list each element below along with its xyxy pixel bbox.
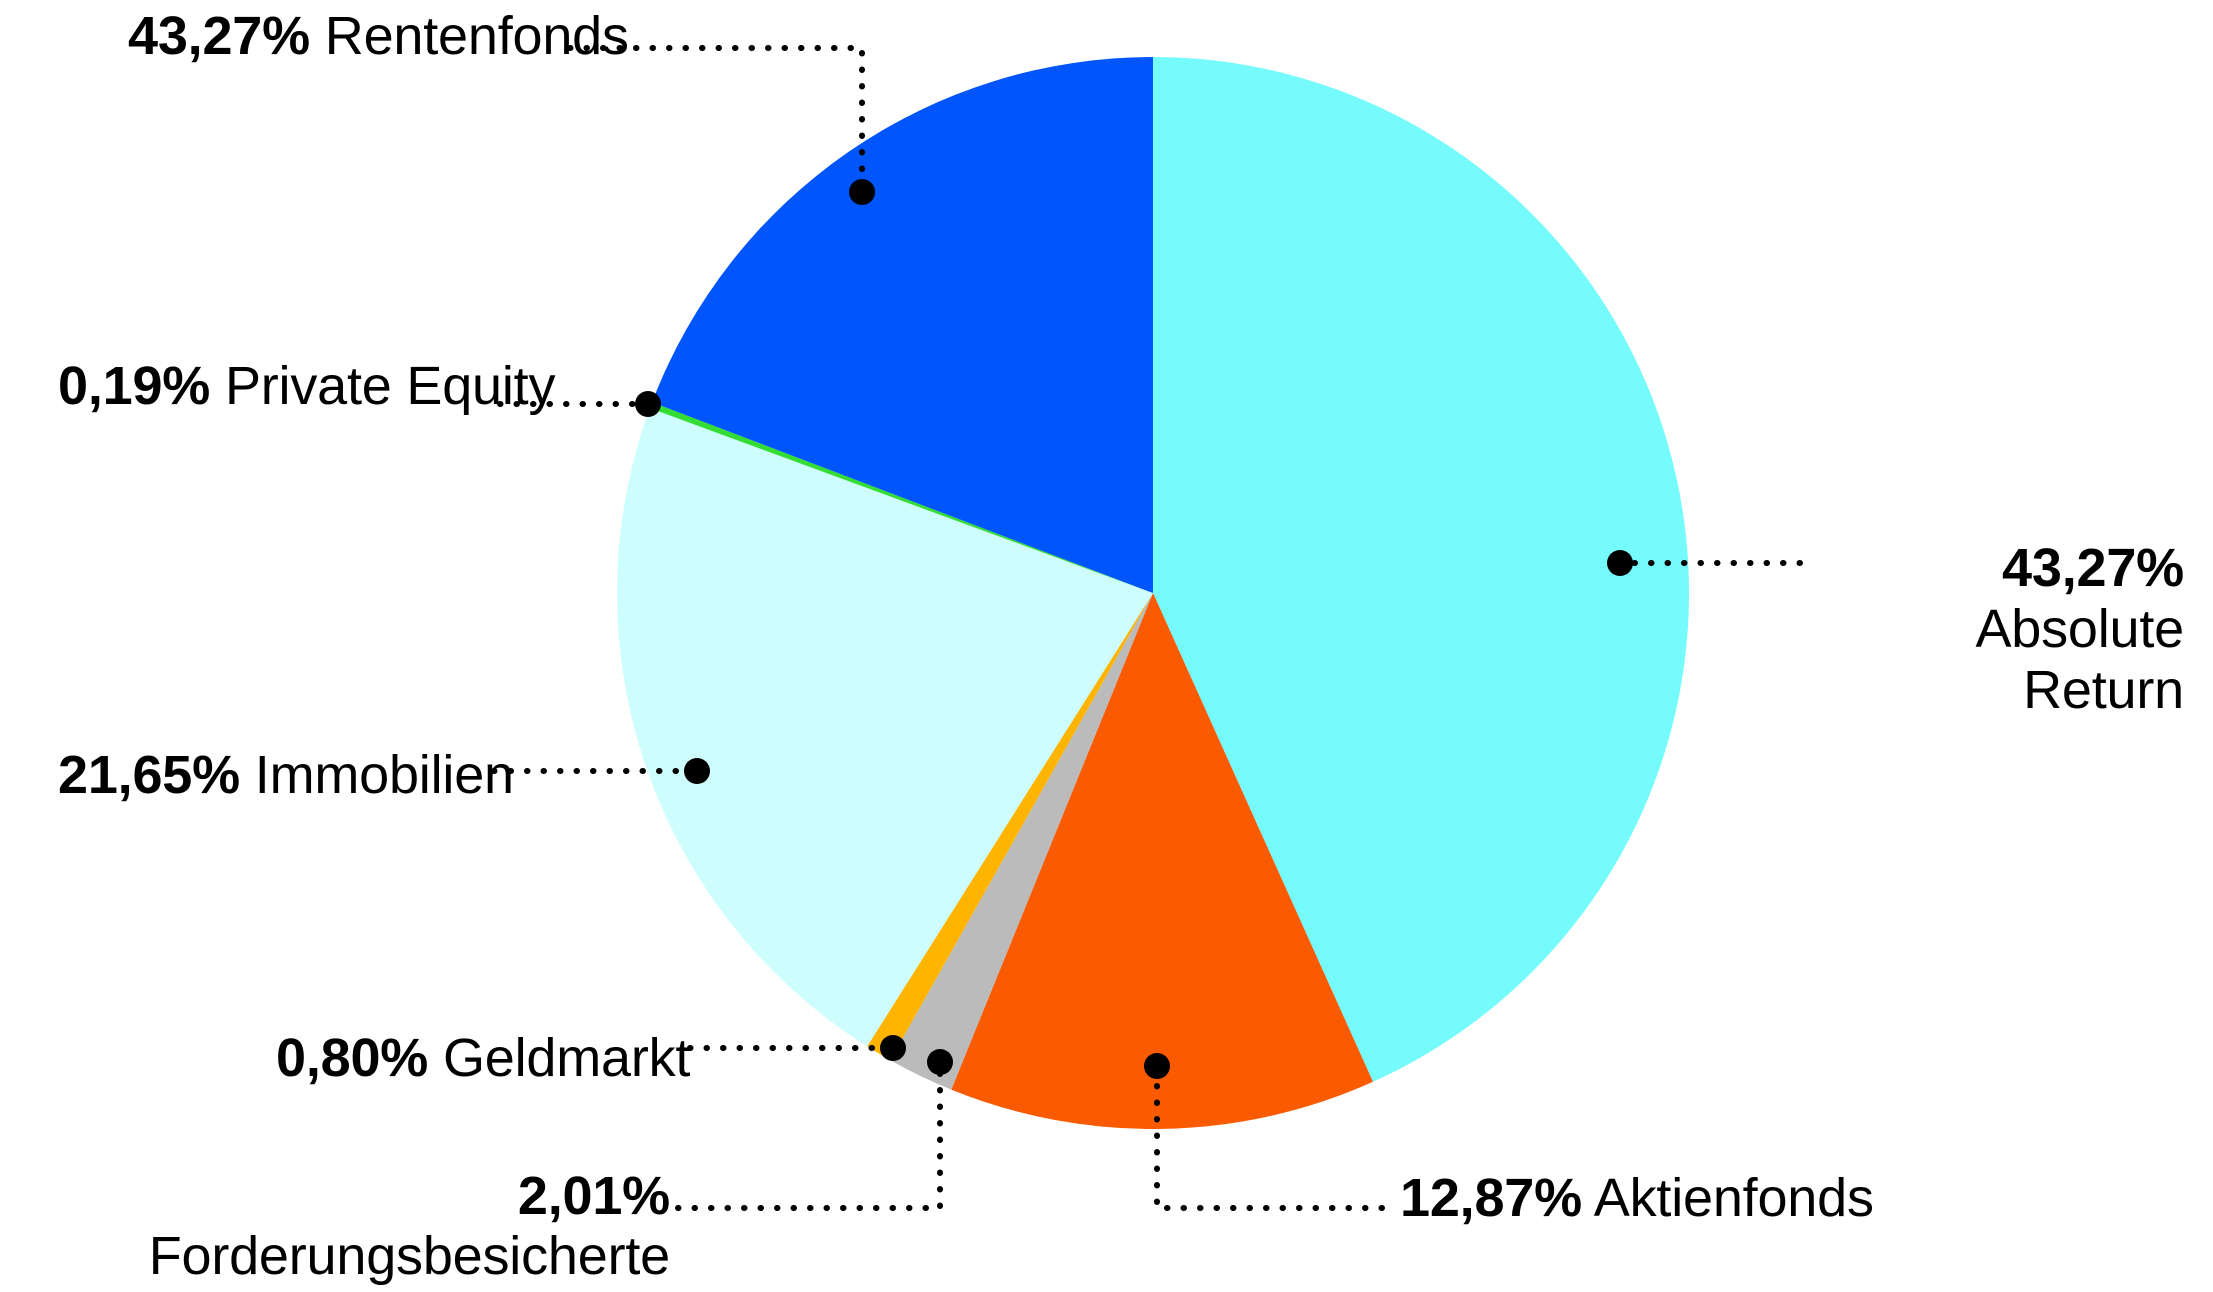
leader-dot-private bbox=[635, 391, 661, 417]
callout-percent-absolute-return: 43,27% bbox=[2002, 538, 2184, 598]
pie-slice-rentenfonds[interactable] bbox=[652, 57, 1153, 593]
leader-dot-absolute bbox=[1607, 550, 1633, 576]
callout-percent-aktienfonds: 12,87% bbox=[1400, 1168, 1582, 1228]
leader-dot-immobilien bbox=[684, 758, 710, 784]
callout-label-forderungsbesicherte-fonds: 2,01% Forderungsbesicherte Fonds bbox=[30, 1166, 670, 1292]
callout-name-rentenfonds: Rentenfonds bbox=[324, 6, 629, 66]
pie-slice-aktienfonds[interactable] bbox=[951, 593, 1373, 1130]
callout-name-immobilien: Immobilien bbox=[254, 745, 514, 805]
leader-dot-forderungen bbox=[927, 1049, 953, 1075]
callout-label-private-equity: 0,19% Private Equity bbox=[58, 356, 555, 417]
callout-label-aktienfonds: 12,87% Aktienfonds bbox=[1400, 1168, 1874, 1229]
leader-dot-aktienfonds bbox=[1144, 1053, 1170, 1079]
callout-percent-geldmarkt: 0,80% bbox=[276, 1028, 429, 1088]
pie-slices-group bbox=[617, 57, 1689, 1130]
callout-percent-private-equity: 0,19% bbox=[58, 356, 211, 416]
pie-slice-immobilien[interactable] bbox=[617, 408, 1153, 1047]
callout-percent-rentenfonds: 43,27% bbox=[128, 6, 310, 66]
pie-slice-private-equity[interactable] bbox=[649, 402, 1153, 593]
pie-slice-absolute-return[interactable] bbox=[1153, 57, 1689, 1082]
callout-label-rentenfonds: 43,27% Rentenfonds bbox=[128, 6, 629, 67]
pie-slice-forderungsbesicherte-fonds[interactable] bbox=[890, 593, 1153, 1090]
callout-label-geldmarkt: 0,80% Geldmarkt bbox=[276, 1028, 690, 1089]
leader-line-forderungen bbox=[675, 1059, 943, 1211]
callout-name-absolute-return-line1: Absolute bbox=[1975, 599, 2184, 660]
leader-dots-group bbox=[635, 179, 1633, 1079]
callout-name-geldmarkt: Geldmarkt bbox=[442, 1028, 691, 1088]
callout-label-absolute-return: 43,27% Absolute Return bbox=[1812, 538, 2184, 721]
callout-name-forderungsbesicherte-fonds-line1: Forderungsbesicherte bbox=[148, 1226, 670, 1287]
callout-label-immobilien: 21,65% Immobilien bbox=[58, 745, 514, 806]
leader-dot-geldmarkt bbox=[880, 1035, 906, 1061]
leader-line-rentenfonds bbox=[567, 45, 865, 195]
callout-name-absolute-return-line2: Return bbox=[2023, 660, 2184, 721]
callout-percent-immobilien: 21,65% bbox=[58, 745, 240, 805]
callout-name-aktienfonds: Aktienfonds bbox=[1593, 1168, 1874, 1228]
callout-name-forderungsbesicherte-fonds-line2: Fonds bbox=[521, 1287, 670, 1292]
callout-name-private-equity: Private Equity bbox=[224, 356, 556, 416]
pie-slice-geldmarkt[interactable] bbox=[867, 593, 1153, 1061]
leader-dot-rentenfonds bbox=[849, 179, 875, 205]
leader-lines-group bbox=[491, 45, 1803, 1211]
callout-percent-forderungsbesicherte-fonds: 2,01% bbox=[517, 1166, 670, 1226]
